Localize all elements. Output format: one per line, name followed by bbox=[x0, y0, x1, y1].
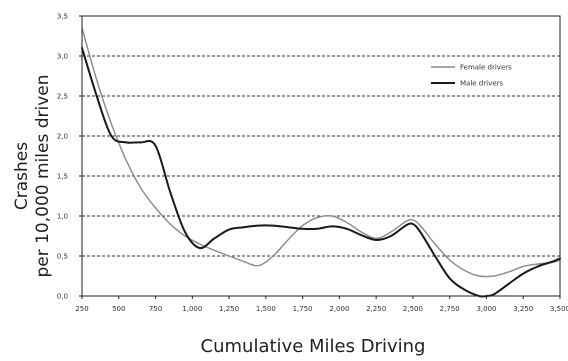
x-tick-label: 750 bbox=[149, 305, 162, 313]
y-tick-label: 0,5 bbox=[57, 253, 68, 261]
y-axis-title-line2: per 10,000 miles driven bbox=[33, 74, 53, 277]
x-tick-label: 2,000 bbox=[329, 305, 349, 313]
x-tick-label: 250 bbox=[75, 305, 88, 313]
x-tick-label: 2,500 bbox=[403, 305, 423, 313]
legend-label-male: Male drivers bbox=[460, 80, 503, 88]
x-tick-label: 2,750 bbox=[440, 305, 460, 313]
x-axis-title: Cumulative Miles Driving bbox=[201, 336, 426, 357]
y-tick-label: 2,5 bbox=[57, 93, 68, 101]
x-tick-label: 3,000 bbox=[476, 305, 496, 313]
x-tick-label: 500 bbox=[112, 305, 125, 313]
y-axis-title-line1: Crashes bbox=[12, 142, 32, 210]
x-tick-label: 1,250 bbox=[219, 305, 239, 313]
x-tick-label: 2,250 bbox=[366, 305, 386, 313]
y-tick-label: 3,5 bbox=[57, 13, 68, 21]
x-tick-label: 3,250 bbox=[513, 305, 533, 313]
x-tick-label: 3,500 bbox=[550, 305, 568, 313]
x-tick-label: 1,750 bbox=[293, 305, 313, 313]
x-tick-label: 1,500 bbox=[256, 305, 276, 313]
legend-label-female: Female drivers bbox=[460, 64, 512, 72]
y-tick-label: 2,0 bbox=[57, 133, 68, 141]
y-tick-label: 0,0 bbox=[57, 293, 68, 301]
plot-area-frame bbox=[81, 15, 561, 297]
y-axis-ticks: 0,0 0,5 1,0 1,5 2,0 2,5 3,0 3,5 bbox=[57, 13, 82, 301]
series-line-female bbox=[81, 27, 561, 278]
y-tick-label: 1,5 bbox=[57, 173, 68, 181]
x-axis-ticks: 250 500 750 1,000 1,250 1,500 1,750 2,000 2,250 2… bbox=[75, 296, 568, 313]
y-tick-label: 1,0 bbox=[57, 213, 68, 221]
x-tick-label: 1,000 bbox=[182, 305, 202, 313]
y-tick-label: 3,0 bbox=[57, 53, 68, 61]
legend: Female drivers Male drivers bbox=[431, 64, 512, 88]
